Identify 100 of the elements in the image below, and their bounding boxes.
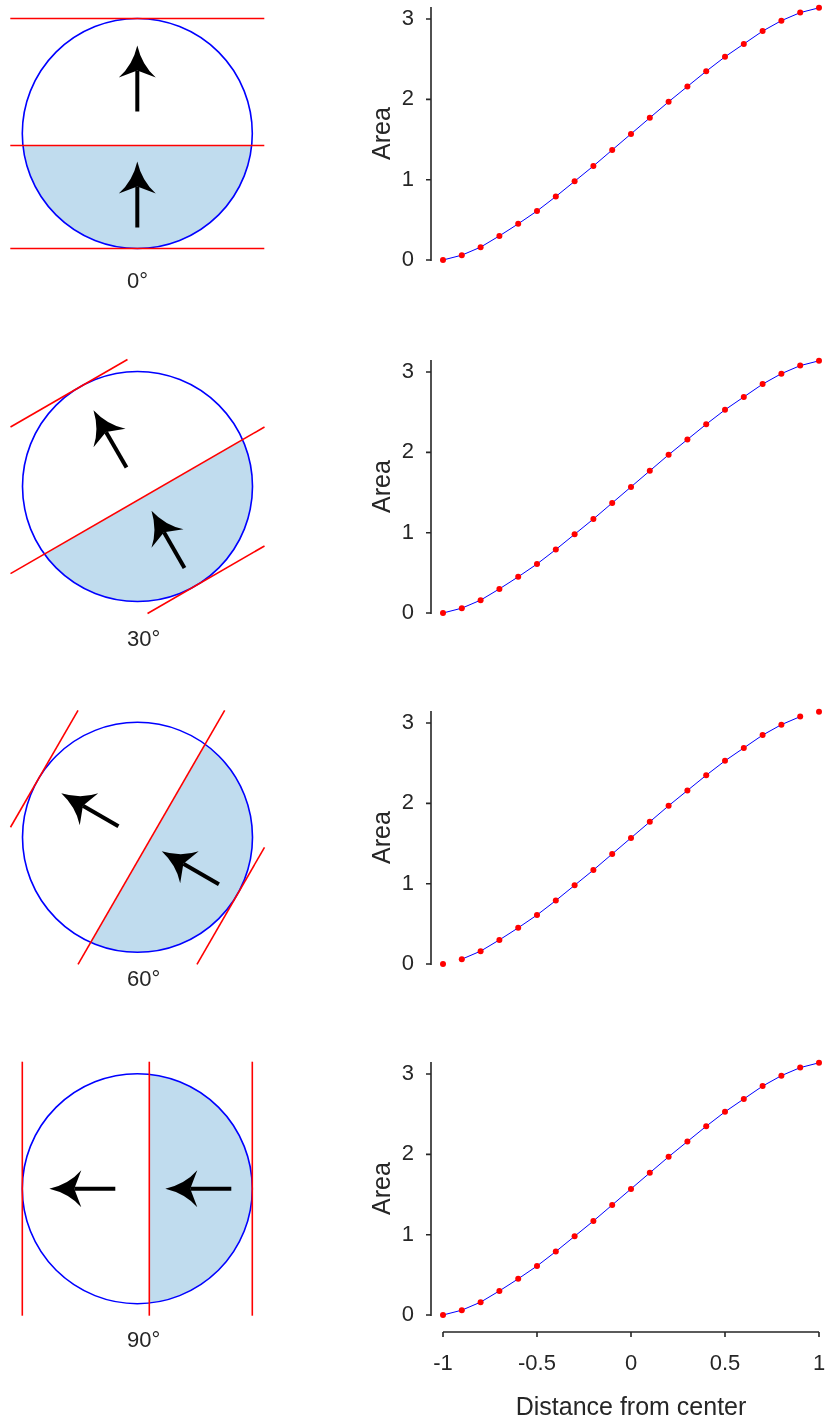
point (571, 531, 578, 538)
point (759, 1083, 766, 1090)
point (440, 610, 446, 616)
y-tick-label: 1 (401, 1220, 414, 1246)
point (740, 1095, 747, 1102)
y-tick-label: 0 (401, 1301, 414, 1327)
point (665, 802, 672, 809)
point (816, 708, 822, 715)
point (496, 232, 503, 239)
point (477, 1299, 484, 1306)
point (515, 573, 522, 580)
x-tick-label: 1 (812, 1350, 826, 1376)
point (628, 483, 634, 490)
point (515, 220, 522, 227)
point (778, 17, 785, 24)
point (703, 68, 710, 75)
point (477, 244, 484, 251)
point (778, 721, 785, 728)
point (646, 467, 653, 474)
point (534, 1263, 540, 1270)
point (552, 1248, 559, 1255)
point (816, 1059, 822, 1066)
point (458, 956, 465, 963)
point (684, 436, 691, 443)
point (646, 818, 653, 825)
point (703, 421, 710, 428)
point (740, 40, 747, 47)
point (534, 208, 540, 215)
x-tick-label: -1 (433, 1350, 453, 1376)
text: 90° (127, 1327, 161, 1353)
y-tick-label: 2 (401, 1140, 414, 1166)
x-axis-title: Distance from center (515, 1391, 747, 1420)
point (552, 193, 559, 200)
x-tick-label: -0.5 (518, 1350, 556, 1376)
point (609, 499, 616, 506)
y-tick-label: 0 (401, 950, 414, 976)
point (722, 757, 728, 764)
point (552, 897, 559, 904)
y-tick-label: 2 (401, 789, 414, 815)
y-tick-label: 1 (401, 518, 414, 544)
point (609, 850, 616, 857)
point (496, 585, 503, 592)
point (477, 948, 484, 955)
point (590, 163, 597, 170)
point (440, 257, 446, 263)
point (797, 9, 804, 16)
y-axis-title: Area (366, 460, 395, 513)
point (534, 561, 540, 568)
y-tick-label: 3 (401, 1060, 414, 1086)
point (440, 1312, 446, 1318)
y-tick-label: 3 (401, 358, 414, 384)
point (703, 1123, 710, 1130)
point (722, 53, 728, 60)
point (797, 1064, 804, 1071)
point (778, 370, 785, 377)
y-axis-title: Area (366, 107, 395, 160)
point (759, 28, 766, 35)
point (646, 1169, 653, 1176)
y-tick-label: 3 (401, 5, 414, 31)
point (458, 1307, 465, 1314)
y-tick-label: 2 (401, 85, 414, 111)
point (590, 1218, 597, 1225)
point (665, 98, 672, 105)
point (740, 744, 747, 751)
point (778, 1072, 785, 1079)
point (496, 936, 503, 943)
point (816, 4, 822, 11)
point (571, 1233, 578, 1240)
point (722, 1108, 728, 1115)
point (646, 114, 653, 121)
point (684, 787, 691, 794)
point (609, 1201, 616, 1208)
point (684, 1138, 691, 1145)
point (590, 516, 597, 523)
point (458, 252, 465, 259)
y-tick-label: 1 (401, 869, 414, 895)
point (797, 362, 804, 369)
y-tick-label: 3 (401, 709, 414, 735)
y-tick-label: 2 (401, 438, 414, 464)
x-tick-label: 0 (624, 1350, 638, 1376)
text: 0° (127, 268, 149, 294)
point (458, 605, 465, 612)
point (590, 867, 597, 874)
text: 30° (127, 626, 161, 652)
y-tick-label: 0 (401, 599, 414, 625)
point (759, 732, 766, 739)
point (703, 772, 710, 779)
point (665, 1153, 672, 1160)
point (722, 406, 728, 413)
x-tick-label: 0.5 (709, 1350, 741, 1376)
text: 60° (127, 966, 161, 992)
point (628, 834, 634, 841)
point (571, 178, 578, 185)
point (684, 83, 691, 90)
point (534, 912, 540, 919)
point (571, 882, 578, 889)
point (515, 1275, 522, 1282)
point (628, 1185, 634, 1192)
point (496, 1287, 503, 1294)
point (759, 381, 766, 388)
